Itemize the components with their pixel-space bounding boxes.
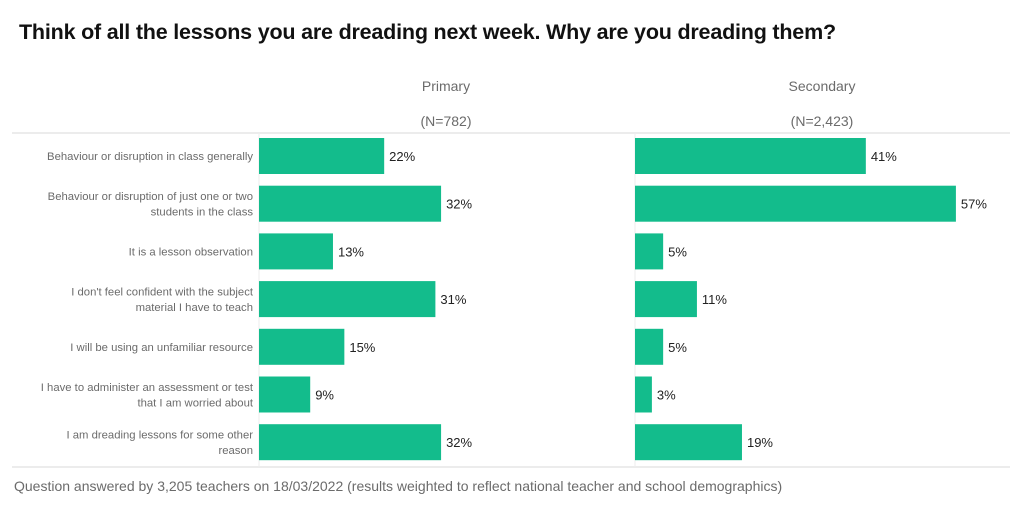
category-label-line: students in the class bbox=[151, 206, 254, 218]
category-label-line: It is a lesson observation bbox=[129, 246, 253, 258]
primary-bar bbox=[259, 185, 442, 222]
secondary-value-label: 19% bbox=[747, 435, 773, 450]
primary-bar bbox=[259, 138, 385, 174]
chart-footnote: Question answered by 3,205 teachers on 1… bbox=[14, 478, 783, 494]
category-label-line: I will be using an unfamiliar resource bbox=[70, 342, 253, 354]
category-label: I am dreading lessons for some other reas… bbox=[67, 429, 254, 457]
secondary-value-label: 5% bbox=[668, 244, 687, 259]
category-label-line: I have to administer an assessment or te… bbox=[41, 382, 254, 394]
category-label-line: Behaviour or disruption of just one or t… bbox=[48, 191, 253, 203]
secondary-value-label: 11% bbox=[702, 292, 727, 307]
primary-bar bbox=[259, 281, 436, 318]
category-label: It is a lesson observation bbox=[129, 246, 253, 258]
primary-value-label: 13% bbox=[338, 244, 364, 259]
category-label: I will be using an unfamiliar resource bbox=[70, 342, 253, 354]
primary-value-label: 32% bbox=[446, 435, 472, 450]
secondary-bar bbox=[635, 281, 697, 318]
primary-bar bbox=[259, 376, 311, 413]
secondary-bar bbox=[635, 424, 742, 461]
secondary-sample-size: (N=2,423) bbox=[790, 113, 854, 129]
primary-value-label: 15% bbox=[349, 340, 375, 355]
category-label-line: Behaviour or disruption in class general… bbox=[47, 151, 253, 163]
primary-sample-size: (N=782) bbox=[420, 113, 472, 129]
secondary-bar bbox=[635, 185, 956, 222]
primary-bar bbox=[259, 233, 333, 270]
secondary-panel-title: Secondary bbox=[788, 78, 856, 94]
primary-bar bbox=[259, 328, 345, 365]
secondary-value-label: 3% bbox=[657, 388, 676, 403]
secondary-value-label: 57% bbox=[961, 197, 987, 212]
secondary-bar bbox=[635, 376, 652, 413]
primary-value-label: 9% bbox=[315, 388, 334, 403]
secondary-value-label: 5% bbox=[668, 340, 687, 355]
category-label-line: material I have to teach bbox=[136, 302, 253, 314]
category-label-line: I don't feel confident with the subject bbox=[71, 286, 254, 298]
secondary-value-label: 41% bbox=[871, 149, 897, 164]
primary-bar bbox=[259, 424, 442, 461]
category-label: Behaviour or disruption in class general… bbox=[47, 151, 253, 163]
category-label-line: I am dreading lessons for some other bbox=[67, 429, 254, 441]
secondary-bar bbox=[635, 328, 664, 365]
secondary-bar bbox=[635, 233, 664, 270]
category-label: I don't feel confident with the subject m… bbox=[71, 286, 254, 314]
chart-title: Think of all the lessons you are dreadin… bbox=[19, 20, 836, 44]
primary-value-label: 22% bbox=[389, 149, 415, 164]
primary-panel-title: Primary bbox=[421, 78, 471, 94]
primary-value-label: 31% bbox=[440, 292, 466, 307]
category-label-line: that I am worried about bbox=[137, 397, 253, 409]
category-label: Behaviour or disruption of just one or t… bbox=[48, 191, 254, 219]
secondary-bar bbox=[635, 138, 866, 174]
category-label: I have to administer an assessment or te… bbox=[41, 382, 254, 410]
primary-value-label: 32% bbox=[446, 197, 472, 212]
category-label-line: reason bbox=[218, 445, 253, 457]
